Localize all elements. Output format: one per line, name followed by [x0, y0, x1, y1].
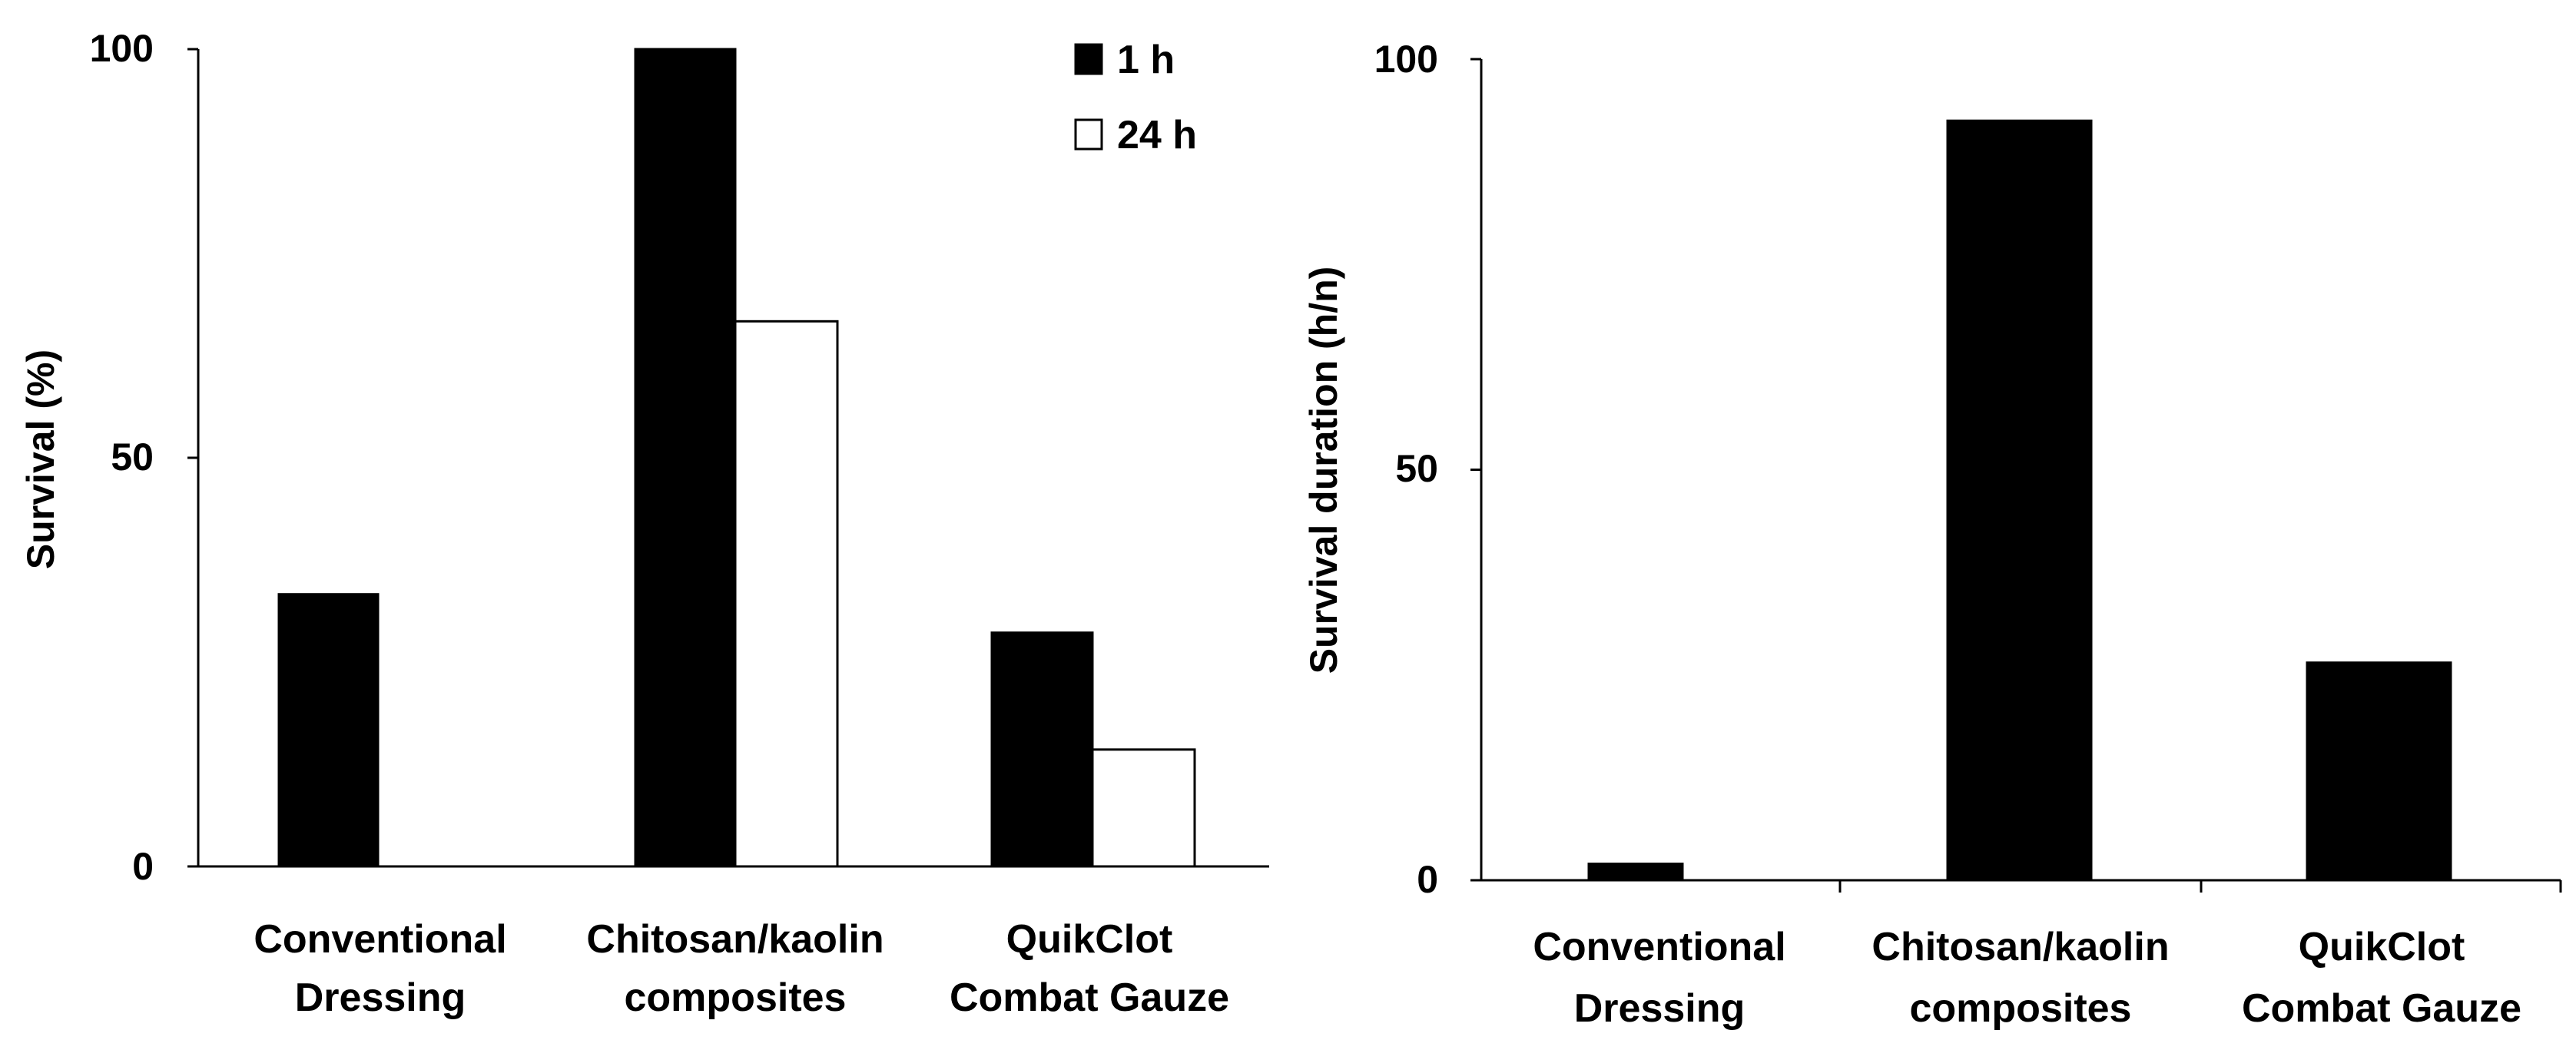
right-bars: [1587, 119, 2452, 882]
legend: 1 h 24 h: [1074, 38, 1197, 157]
legend-label-24h: 24 h: [1117, 113, 1197, 157]
left-y-ticks: [187, 48, 198, 868]
right-axes: [1480, 59, 2562, 893]
left-y-axis-title: Survival (%): [19, 349, 62, 569]
left-y-tick-label: 50: [111, 436, 154, 479]
left-category-labels: Conventional Dressing Chitosan/kaolin co…: [254, 917, 1229, 1020]
bar-right-Survival-duration-1: [1946, 119, 2093, 882]
legend-item-1h: 1 h: [1074, 38, 1175, 82]
left-category-label: Chitosan/kaolin: [586, 917, 884, 962]
bar-left-1-h-1: [634, 48, 737, 868]
left-category-label: Conventional: [254, 917, 506, 962]
left-category-label: Combat Gauze: [950, 975, 1229, 1020]
left-y-tick-label: 100: [90, 27, 154, 70]
left-bars: [277, 48, 1196, 868]
left-axes: [197, 49, 1269, 868]
right-category-label: Conventional: [1533, 925, 1785, 969]
right-y-tick-labels: 0 50 100: [1374, 38, 1438, 901]
right-category-label: Dressing: [1574, 986, 1746, 1031]
right-y-tick-label: 50: [1395, 447, 1438, 490]
left-category-label: QuikClot: [1006, 917, 1173, 962]
legend-item-24h: 24 h: [1074, 113, 1197, 157]
left-y-tick-labels: 0 50 100: [90, 27, 154, 888]
left-category-label: Dressing: [295, 975, 466, 1020]
right-category-label: QuikClot: [2299, 925, 2465, 969]
legend-swatch-24h: [1074, 118, 1103, 151]
legend-swatch-1h: [1074, 43, 1103, 75]
right-category-label: Combat Gauze: [2242, 986, 2521, 1031]
right-category-label: Chitosan/kaolin: [1871, 925, 2169, 969]
bar-left-1-h-0: [277, 593, 380, 868]
bar-left-24-h-1: [734, 320, 839, 868]
right-category-label: composites: [1910, 986, 2132, 1031]
bar-left-24-h-2: [1091, 748, 1196, 868]
right-y-axis-title: Survival duration (h/n): [1302, 267, 1345, 674]
left-category-label: composites: [625, 975, 847, 1020]
bar-right-Survival-duration-0: [1587, 863, 1684, 882]
right-y-tick-label: 0: [1417, 858, 1438, 901]
right-y-ticks: [1470, 58, 1481, 882]
left-y-tick-label: 0: [132, 845, 154, 888]
survival-percent-chart: 0 50 100 Conventional Dressing Chitosan/…: [19, 27, 1269, 1020]
bar-left-1-h-2: [990, 631, 1094, 868]
survival-duration-chart: 0 50 100 Conventional Dressing Chitosan/…: [1302, 38, 2562, 1031]
right-y-tick-label: 100: [1374, 38, 1438, 81]
legend-label-1h: 1 h: [1117, 38, 1175, 82]
right-category-labels: Conventional Dressing Chitosan/kaolin co…: [1533, 925, 2521, 1031]
bar-right-Survival-duration-2: [2306, 661, 2452, 882]
